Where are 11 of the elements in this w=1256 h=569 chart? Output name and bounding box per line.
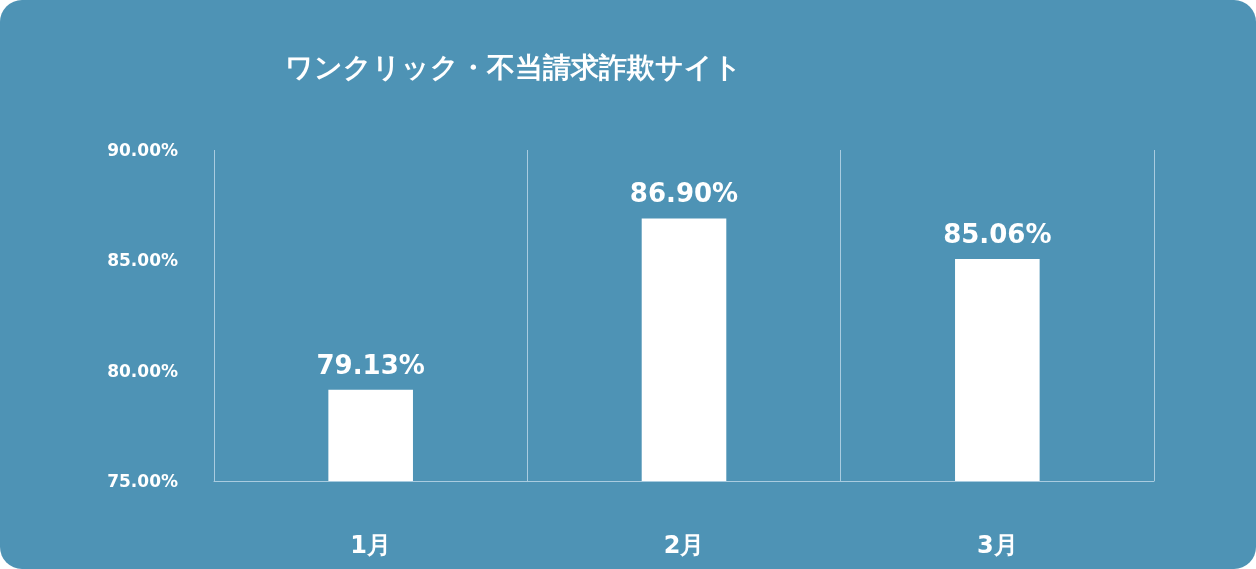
y-tick-label: 90.00% bbox=[107, 140, 178, 160]
x-tick-label: 3月 bbox=[976, 531, 1018, 559]
chart-title: ワンクリック・不当請求詐欺サイト bbox=[285, 50, 742, 84]
data-label: 86.90% bbox=[629, 178, 739, 209]
x-tick-label: 1月 bbox=[350, 531, 392, 559]
x-tick-label: 2月 bbox=[663, 531, 705, 559]
y-tick-label: 80.00% bbox=[107, 360, 178, 381]
data-label: 85.06% bbox=[943, 219, 1052, 250]
data-label: 79.13% bbox=[316, 349, 425, 380]
y-tick-label: 75.00% bbox=[107, 471, 178, 491]
y-tick-label: 85.00% bbox=[107, 250, 178, 271]
